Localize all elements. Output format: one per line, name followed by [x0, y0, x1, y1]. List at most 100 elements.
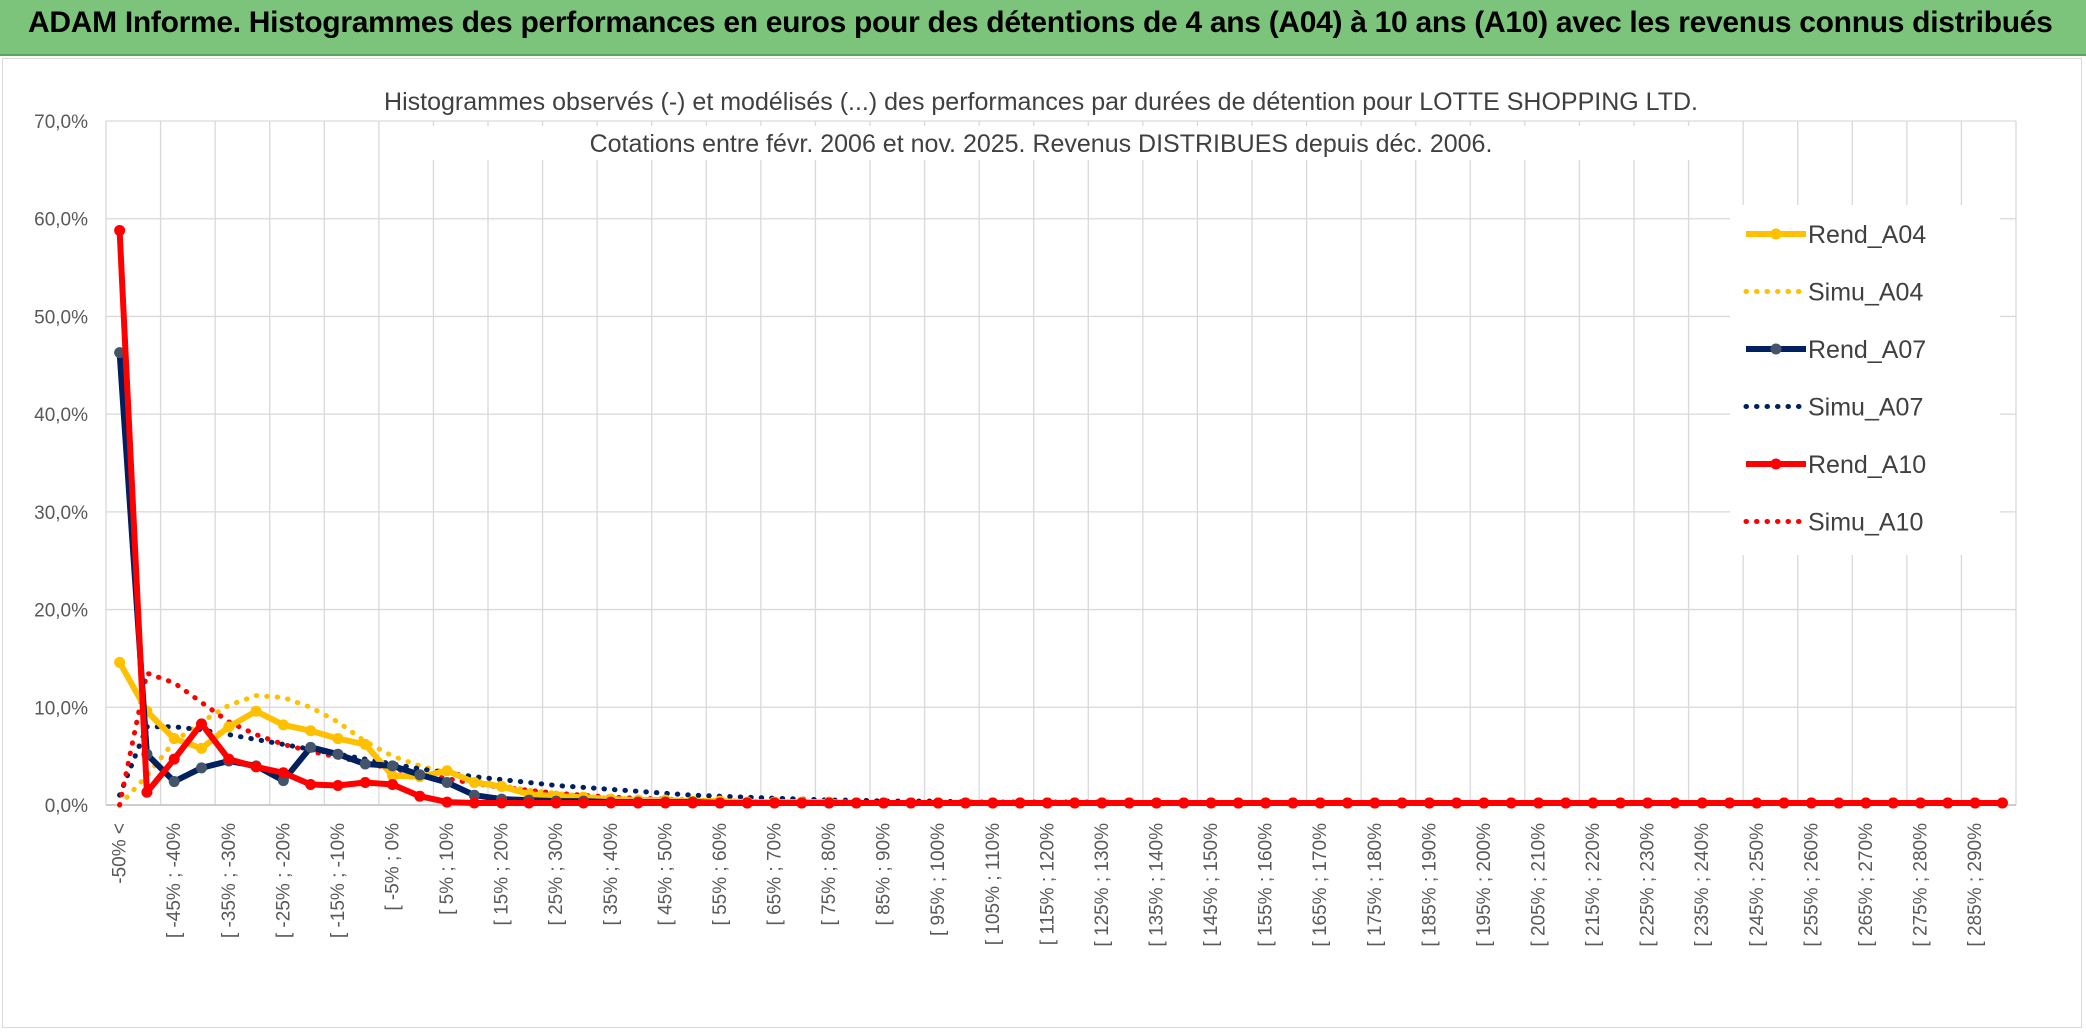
data-point [578, 797, 589, 809]
y-tick-label: 20,0% [34, 601, 88, 622]
data-point [550, 797, 562, 809]
data-point [1969, 797, 1981, 809]
data-point [114, 347, 126, 359]
data-point [414, 769, 426, 781]
chart-title-line: Cotations entre févr. 2006 et nov. 2025.… [590, 130, 1493, 158]
data-point [1096, 797, 1108, 809]
data-point [1342, 797, 1353, 809]
x-tick-label: [ 5% ; 10% [437, 823, 458, 915]
x-tick-label: [ 165% ; 170% [1310, 823, 1331, 947]
legend-label: Simu_A07 [1808, 394, 1923, 422]
data-point [387, 778, 398, 790]
data-point [305, 741, 317, 753]
x-tick-label: [ 75% ; 80% [819, 823, 840, 926]
legend-label: Rend_A10 [1808, 451, 1926, 479]
data-point [1260, 797, 1272, 809]
data-point [1751, 797, 1763, 809]
y-tick-label: 30,0% [34, 503, 88, 524]
data-point [659, 797, 671, 809]
x-tick-label: [ 275% ; 280% [1911, 823, 1932, 947]
data-point [1805, 797, 1817, 809]
legend-label: Rend_A04 [1808, 221, 1926, 249]
data-point [905, 797, 917, 809]
x-tick-label: [ -5% ; 0% [383, 823, 404, 911]
x-tick-label: [ 175% ; 180% [1365, 823, 1386, 947]
data-point [1069, 797, 1081, 809]
data-point [114, 656, 126, 668]
data-point [1533, 797, 1544, 809]
y-tick-label: 50,0% [34, 307, 88, 328]
x-tick-label: [ 195% ; 200% [1474, 823, 1495, 947]
data-point [1041, 797, 1053, 809]
data-point [168, 753, 180, 765]
y-tick-label: 60,0% [34, 210, 88, 231]
legend-item: Simu_A10 [1743, 509, 1923, 537]
x-tick-label: [ 155% ; 160% [1256, 823, 1277, 947]
data-point [1014, 797, 1026, 809]
legend-label: Simu_A04 [1808, 279, 1923, 307]
data-point [987, 797, 999, 809]
data-point [496, 780, 508, 792]
report-title: ADAM Informe. Histogrammes des performan… [28, 6, 2053, 39]
report-header: ADAM Informe. Histogrammes des performan… [0, 0, 2086, 56]
data-point [496, 797, 508, 809]
data-point [769, 797, 780, 809]
series-line [116, 660, 2003, 806]
x-tick-label: [ 135% ; 140% [1147, 823, 1168, 947]
x-tick-label: [ 235% ; 240% [1692, 823, 1713, 947]
data-point [441, 777, 453, 789]
series-line [116, 352, 2003, 806]
data-point [250, 705, 262, 717]
x-tick-label: [ 85% ; 90% [874, 823, 895, 926]
data-point [141, 786, 153, 798]
x-tick-label: [ 205% ; 210% [1529, 823, 1550, 947]
data-point [168, 733, 180, 745]
data-point [1996, 797, 2008, 809]
data-point [687, 797, 699, 809]
series-layer [114, 224, 2008, 809]
data-point [878, 797, 890, 809]
y-tick-label: 70,0% [34, 112, 88, 133]
data-point [1642, 797, 1654, 809]
legend: Rend_A04 Simu_A04 Rend_A07 Simu_A07 Rend_A10… [1730, 205, 2000, 555]
legend-item: Simu_A04 [1743, 279, 1923, 307]
data-point [250, 761, 262, 773]
legend-item: Rend_A10 [1746, 451, 1926, 479]
legend-marker [1770, 343, 1782, 355]
data-point [387, 770, 398, 782]
x-tick-label: [ 25% ; 30% [546, 823, 567, 926]
data-point [1614, 797, 1626, 809]
data-point [277, 719, 289, 731]
data-point [196, 718, 207, 730]
series-rend-a10 [114, 224, 2008, 809]
legend-item: Simu_A07 [1743, 394, 1923, 422]
data-point [196, 742, 207, 754]
data-point [387, 760, 398, 772]
data-point [332, 748, 344, 760]
x-tick-label: [ -25% ; -20% [273, 823, 294, 938]
data-point [1669, 797, 1681, 809]
x-tick-label: [ 215% ; 220% [1583, 823, 1604, 947]
legend-label: Simu_A10 [1808, 509, 1923, 537]
data-point [1942, 797, 1954, 809]
x-tick-label: [ 185% ; 190% [1419, 823, 1440, 947]
x-tick-label: [ 55% ; 60% [710, 823, 731, 926]
data-point [714, 797, 726, 809]
legend-item: Rend_A07 [1746, 336, 1926, 364]
data-point [332, 779, 344, 791]
data-point [359, 738, 371, 750]
data-point [332, 733, 344, 745]
series-simu-a10 [117, 669, 2005, 808]
x-tick-label: [ -45% ; -40% [164, 823, 185, 938]
x-tick-label: [ 245% ; 250% [1747, 823, 1768, 947]
data-point [1478, 797, 1490, 809]
x-tick-label: [ 265% ; 270% [1856, 823, 1877, 947]
data-point [1287, 797, 1299, 809]
x-tick-label: [ 285% ; 290% [1965, 823, 1986, 947]
x-tick-label: [ 95% ; 100% [928, 823, 949, 936]
x-tick-label: [ 65% ; 70% [765, 823, 786, 926]
legend-item: Rend_A04 [1746, 221, 1926, 249]
x-tick-label: [ 115% ; 120% [1037, 823, 1058, 945]
series-line [116, 230, 2003, 806]
